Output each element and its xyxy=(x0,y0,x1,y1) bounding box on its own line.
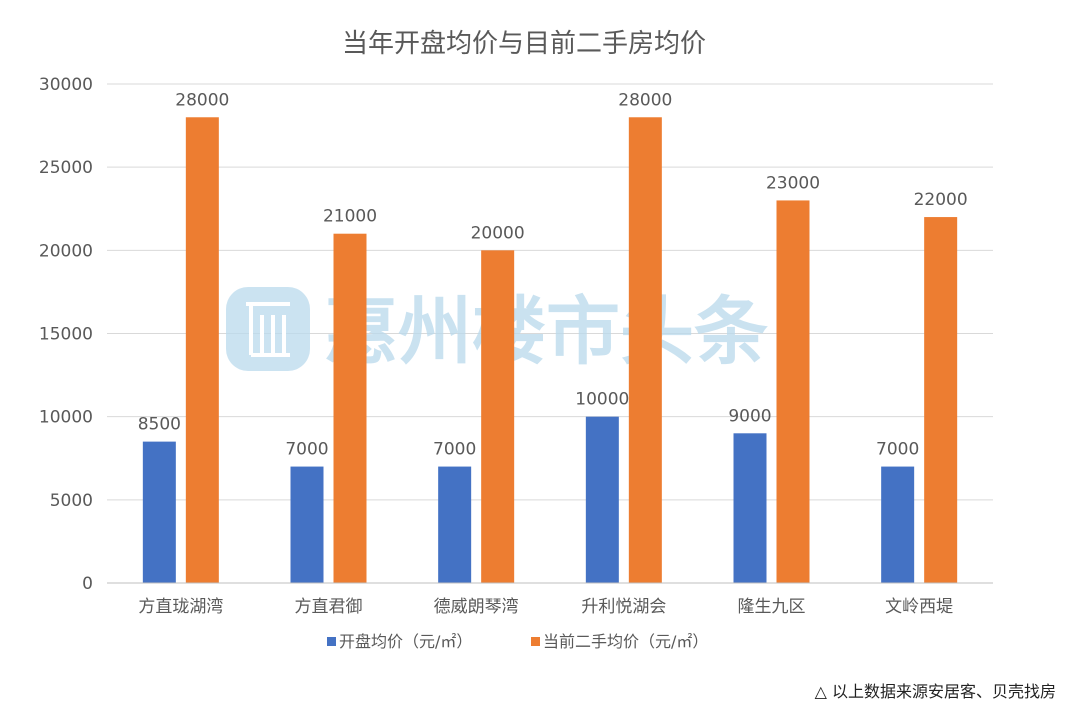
data-label: 22000 xyxy=(914,190,968,210)
data-label: 28000 xyxy=(175,90,229,110)
chart-title: 当年开盘均价与目前二手房均价 xyxy=(342,29,706,59)
legend-label: 当前二手均价（元/㎡） xyxy=(543,632,708,651)
legend: 开盘均价（元/㎡） 当前二手均价（元/㎡） xyxy=(327,632,708,651)
y-tick-label: 10000 xyxy=(39,408,93,428)
bar-current-price xyxy=(481,250,515,584)
bar-current-price xyxy=(185,117,219,584)
bar-current-price xyxy=(924,217,958,584)
watermark-text: 惠州楼市头条 xyxy=(324,289,768,375)
x-tick-label: 方直珑湖湾 xyxy=(138,597,223,617)
data-label: 28000 xyxy=(618,90,672,110)
data-label: 7000 xyxy=(433,440,476,460)
bars xyxy=(142,117,958,584)
axes: 0 5000 10000 15000 20000 25000 30000 方直珑湖湾 方直君御 德… xyxy=(39,75,993,617)
data-labels: 8500 28000 7000 21000 7000 20000 10000 28000 900… xyxy=(138,90,968,459)
x-tick-label: 隆生九区 xyxy=(738,597,806,617)
bar-current-price xyxy=(776,200,810,583)
y-tick-label: 30000 xyxy=(39,75,93,95)
bar-opening-price xyxy=(438,466,472,583)
bar-opening-price xyxy=(585,416,619,583)
x-tick-label: 文岭西堤 xyxy=(885,597,953,617)
x-tick-label: 方直君御 xyxy=(295,597,363,617)
y-tick-label: 15000 xyxy=(39,325,93,345)
data-label: 20000 xyxy=(471,223,525,243)
bar-current-price xyxy=(628,117,662,584)
data-label: 7000 xyxy=(285,440,328,460)
y-tick-label: 25000 xyxy=(39,158,93,178)
data-label: 8500 xyxy=(138,415,181,435)
y-tick-label: 5000 xyxy=(50,491,93,511)
legend-label: 开盘均价（元/㎡） xyxy=(339,632,472,651)
watermark-logo-icon xyxy=(226,287,310,371)
bar-opening-price xyxy=(290,466,324,583)
bar-opening-price xyxy=(733,433,767,583)
x-tick-label: 德威朗琴湾 xyxy=(434,597,519,617)
bar-current-price xyxy=(333,233,367,583)
watermark: 惠州楼市头条 xyxy=(226,287,768,375)
y-tick-label: 0 xyxy=(82,574,93,594)
watermark-logo-glyph xyxy=(246,302,290,357)
legend-swatch xyxy=(531,637,540,646)
data-label: 9000 xyxy=(728,406,771,426)
x-tick-label: 升利悦湖会 xyxy=(581,597,666,617)
y-tick-label: 20000 xyxy=(39,241,93,261)
legend-swatch xyxy=(327,637,336,646)
source-note: △ 以上数据来源安居客、贝壳找房 xyxy=(814,682,1056,701)
bar-opening-price xyxy=(142,441,176,583)
data-label: 21000 xyxy=(323,207,377,227)
data-label: 10000 xyxy=(575,390,629,410)
data-label: 23000 xyxy=(766,173,820,193)
bar-opening-price xyxy=(881,466,915,583)
data-label: 7000 xyxy=(876,440,919,460)
